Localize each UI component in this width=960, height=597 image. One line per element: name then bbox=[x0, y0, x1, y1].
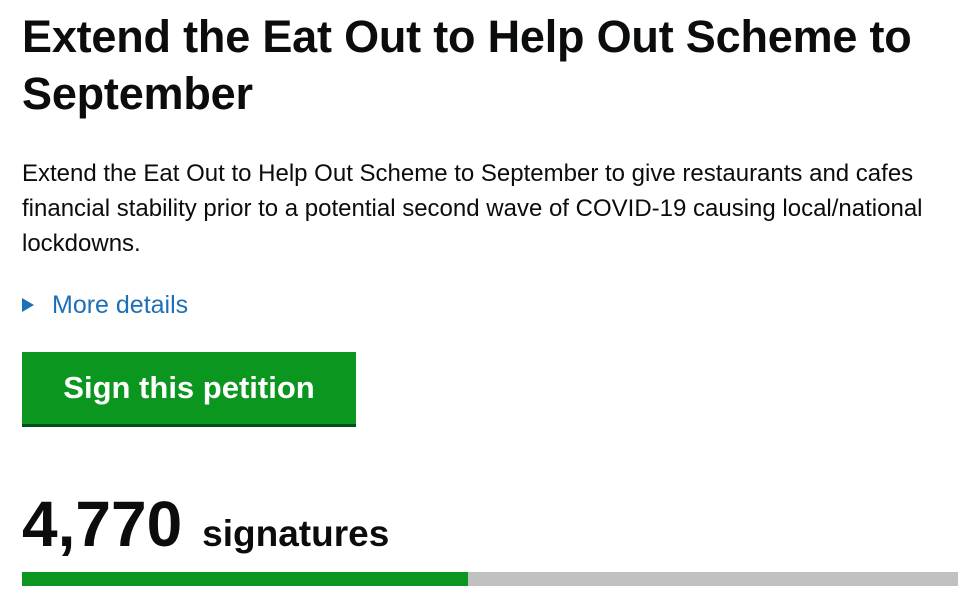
signature-count-label: signatures bbox=[202, 513, 390, 554]
signature-count-number: 4,770 bbox=[22, 488, 183, 560]
signature-progress-bar bbox=[22, 572, 958, 586]
more-details-toggle[interactable]: More details bbox=[22, 288, 188, 322]
signature-progress-fill bbox=[22, 572, 469, 586]
triangle-right-icon bbox=[22, 298, 34, 312]
more-details-label: More details bbox=[52, 290, 189, 319]
signature-count: 4,770 signatures bbox=[22, 488, 389, 560]
petition-title: Extend the Eat Out to Help Out Scheme to… bbox=[22, 11, 912, 119]
petition-description: Extend the Eat Out to Help Out Scheme to… bbox=[22, 160, 923, 257]
sign-petition-button[interactable]: Sign this petition bbox=[22, 352, 356, 424]
